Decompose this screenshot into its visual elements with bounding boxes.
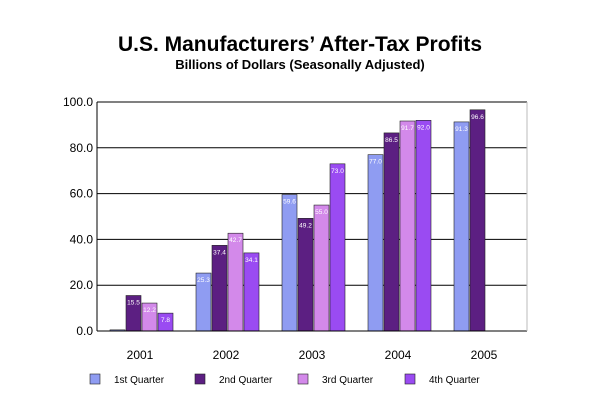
bar [313, 204, 330, 332]
data-label: 15.5 [127, 300, 140, 307]
bar [367, 154, 384, 332]
bar [453, 121, 470, 332]
legend-label: 1st Quarter [114, 375, 165, 386]
x-tick-label: 2005 [471, 348, 498, 362]
bar [243, 252, 260, 332]
bar [415, 120, 432, 332]
data-label: 91.3 [455, 126, 468, 133]
legend-swatch [297, 373, 309, 385]
data-label: 34.1 [245, 257, 258, 264]
bar [227, 232, 244, 332]
bar [281, 194, 298, 332]
y-tick-label: 40.0 [70, 232, 94, 246]
bar [383, 132, 400, 332]
y-tick-label: 100.0 [63, 95, 93, 109]
data-label: 55.0 [315, 209, 328, 216]
legend-label: 3rd Quarter [322, 375, 374, 386]
data-label: 37.4 [213, 249, 226, 256]
bar [399, 120, 416, 332]
bar [297, 218, 314, 332]
legend-swatch [89, 373, 101, 385]
chart-subtitle: Billions of Dollars (Seasonally Adjusted… [175, 57, 425, 72]
x-tick-label: 2001 [127, 348, 154, 362]
data-label: 42.7 [229, 237, 242, 244]
data-label: 77.0 [369, 159, 382, 166]
y-tick-label: 80.0 [70, 141, 94, 155]
bar [469, 109, 486, 332]
legend-label: 4th Quarter [429, 375, 480, 386]
data-labels: 15.512.2 7.8 25.3 37.442.7 34.1 59.6 49.255.0 7… [127, 114, 484, 324]
data-label: 7.8 [161, 317, 170, 324]
chart-title: U.S. Manufacturers’ After-Tax Profits [117, 33, 483, 56]
y-tick-label: 20.0 [70, 278, 94, 292]
data-label: 86.5 [385, 137, 398, 144]
axes: 0.0 20.0 40.0 60.0 80.0 100.0 2001 2002 2003 2004… [63, 95, 528, 362]
bar [211, 245, 228, 332]
x-tick-label: 2002 [213, 348, 240, 362]
y-tick-label: 60.0 [70, 187, 94, 201]
legend-swatch [404, 373, 416, 385]
y-tick-label: 0.0 [76, 324, 93, 338]
data-label: 73.0 [331, 168, 344, 175]
data-label: 25.3 [197, 277, 210, 284]
legend-label: 2nd Quarter [219, 375, 273, 386]
data-label: 12.2 [143, 307, 156, 314]
bars [109, 109, 486, 332]
data-label: 59.6 [283, 199, 296, 206]
legend: 1st Quarter 2nd Quarter 3rd Quarter 4th Qua… [89, 373, 480, 386]
legend-swatch [194, 373, 206, 385]
data-label: 96.6 [471, 114, 484, 121]
bar [329, 163, 346, 332]
x-tick-label: 2003 [299, 348, 326, 362]
data-label: 91.7 [401, 125, 414, 132]
x-tick-label: 2004 [385, 348, 412, 362]
data-label: 49.2 [299, 222, 312, 229]
data-label: 92.0 [417, 124, 430, 131]
